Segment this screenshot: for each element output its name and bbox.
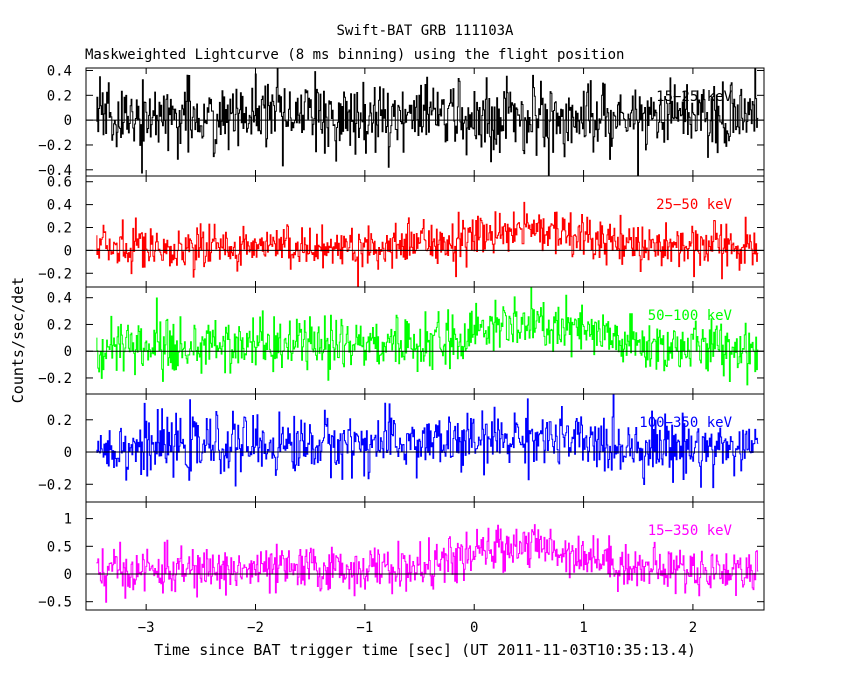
x-tick-label: −2	[247, 620, 264, 636]
y-tick-label: −0.4	[38, 163, 72, 179]
panel-frame	[85, 175, 765, 288]
band-label: 50−100 keV	[648, 308, 733, 324]
band-label: 15−25 keV	[656, 89, 732, 105]
y-tick-label: 0.2	[47, 88, 72, 104]
chart-title: Swift-BAT GRB 111103A	[336, 23, 514, 39]
panel-1: −0.4 −0.2 0 0.2 0.4 15−25 keV	[38, 63, 765, 179]
band-label: 100−350 keV	[639, 415, 732, 431]
panels: −0.4 −0.2 0 0.2 0.4 15−25 keV −0.2 0 0.2 0.4 0.6 25…	[38, 63, 765, 611]
y-tick-label: 1	[64, 512, 72, 528]
x-tick-label: −1	[356, 620, 373, 636]
y-axis-label: Counts/sec/det	[9, 277, 27, 403]
y-tick-label: 0.5	[47, 539, 72, 555]
y-tick-label: 0.4	[47, 291, 72, 307]
panel-3: −0.2 0 0.2 0.4 50−100 keV	[38, 286, 765, 395]
y-tick-label: −0.2	[38, 371, 72, 387]
y-tick-label: 0.2	[47, 413, 72, 429]
y-tick-label: −0.2	[38, 266, 72, 282]
series-line-4	[96, 394, 759, 489]
panel-4: −0.2 0 0.2 100−350 keV	[38, 393, 765, 503]
y-tick-label: 0.2	[47, 220, 72, 236]
chart-subtitle: Maskweighted Lightcurve (8 ms binning) u…	[85, 47, 624, 63]
x-tick-label: 0	[470, 620, 478, 636]
series-line-3	[96, 287, 759, 386]
y-tick-label: 0.6	[47, 175, 72, 191]
y-tick-label: 0.4	[47, 198, 72, 214]
band-label: 25−50 keV	[656, 197, 732, 213]
y-tick-label: 0	[64, 243, 72, 259]
y-tick-label: 0	[64, 445, 72, 461]
y-tick-label: −0.5	[38, 595, 72, 611]
y-tick-label: −0.2	[38, 138, 72, 154]
series-line-2	[96, 201, 759, 287]
y-tick-label: 0	[64, 567, 72, 583]
x-tick-label: −3	[138, 620, 155, 636]
series-line-1	[96, 68, 759, 176]
x-tick-label: 1	[579, 620, 587, 636]
panel-frame	[85, 501, 765, 611]
band-label: 15−350 keV	[648, 523, 733, 539]
y-tick-label: 0	[64, 344, 72, 360]
x-axis-label: Time since BAT trigger time [sec] (UT 20…	[154, 641, 696, 659]
x-axis: −3 −2 −1 0 1 2	[138, 620, 697, 636]
x-tick-label: 2	[689, 620, 697, 636]
y-tick-label: 0.4	[47, 63, 72, 79]
y-tick-label: 0.2	[47, 317, 72, 333]
panel-2: −0.2 0 0.2 0.4 0.6 25−50 keV	[38, 175, 765, 288]
y-tick-label: 0	[64, 113, 72, 129]
panel-5: −0.5 0 0.5 1 15−350 keV	[38, 501, 765, 611]
y-tick-label: −0.2	[38, 477, 72, 493]
series-line-5	[96, 524, 759, 603]
